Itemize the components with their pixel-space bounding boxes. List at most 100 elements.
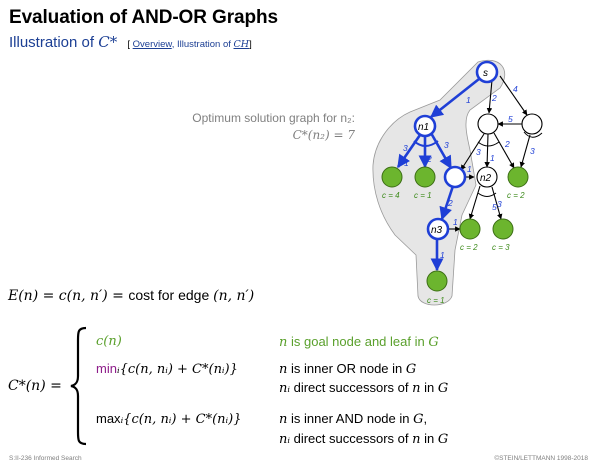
edge-label: 2 — [426, 154, 432, 164]
edge-label: 5 — [492, 202, 497, 212]
case1-cond-b: is goal node and leaf in — [287, 334, 429, 349]
leaf-cost-label: c = 3 — [492, 243, 510, 252]
crumb-open: [ — [127, 39, 133, 50]
leaf-cost-label: c = 1 — [414, 191, 432, 200]
footer-right: ©STEIN/LETTMANN 1998-2018 — [494, 455, 588, 462]
edge-label: 3 — [530, 146, 535, 156]
edge-label: 1 — [490, 153, 495, 163]
case3-cond1-c: G — [413, 412, 424, 427]
case1-condition: n is goal node and leaf in G — [279, 334, 439, 350]
edge-cost-text: cost for edge — [128, 287, 214, 303]
edge-s-and1 — [486, 79, 493, 114]
page-subtitle: Illustration of C* [ Overview, Illustrat… — [9, 33, 252, 51]
breadcrumb: [ Overview, Illustration of CH] — [127, 39, 251, 50]
cstar-lhs: C*(n) = — [8, 378, 62, 394]
node-label-n1: n1 — [418, 122, 429, 133]
crumb-close: ] — [249, 39, 252, 50]
node-n3 — [426, 217, 450, 241]
graph-caption-title: Optimum solution graph for n₂: — [192, 111, 355, 125]
node-label-s: s — [483, 68, 488, 79]
edge-cost-lhs: E(n) = c(n, n′) = — [8, 288, 129, 304]
edge-label: 3 — [444, 140, 449, 150]
leaf-c2a — [507, 166, 529, 188]
leaf-cost-label: c = 2 — [507, 191, 525, 200]
graph-caption-value: C*(n₂) = 7 — [292, 128, 355, 142]
edge-label: 2 — [447, 198, 453, 208]
leaf-c3 — [492, 218, 514, 240]
edge-and1-c2 — [493, 132, 515, 169]
edge-label: 4 — [513, 84, 518, 94]
case3-cond1-d: , — [423, 411, 428, 426]
case3-cond2-b: direct successors of — [290, 431, 413, 446]
node-or — [443, 165, 467, 189]
edge-label: 1 — [467, 164, 472, 174]
edge-and1-or — [460, 133, 485, 171]
ch-link[interactable]: CH — [233, 39, 250, 50]
leaf-c1a — [414, 166, 436, 188]
case3-cond1-b: is inner AND node in — [287, 411, 414, 426]
case2-fn: min — [96, 361, 117, 376]
case2-body: ᵢ{c(n, nᵢ) + C*(nᵢ)} — [116, 362, 238, 377]
case3-cond2-e: G — [437, 432, 449, 447]
edge-label: 1 — [453, 217, 458, 227]
edge-label: 3 — [476, 147, 481, 157]
edge-label: 1 — [466, 95, 471, 105]
node-and2 — [521, 113, 543, 135]
edge-n1-c4 — [396, 134, 422, 169]
edge-and2-c2 — [519, 134, 531, 168]
node-n1 — [413, 114, 437, 138]
node-n2 — [476, 166, 498, 188]
and-arc-n1 — [413, 140, 439, 147]
subtitle-prefix: Illustration of — [9, 34, 99, 51]
case3-cond1-a: n — [279, 412, 288, 427]
edge-or-n3 — [439, 185, 455, 221]
case2-expr: minᵢ{c(n, nᵢ) + C*(nᵢ)} — [96, 361, 238, 377]
node-label-n2: n2 — [480, 173, 492, 184]
overview-link[interactable]: Overview — [132, 39, 172, 50]
leaf-cost-label: c = 1 — [427, 296, 445, 305]
case1-cond-c: G — [428, 335, 439, 350]
case3-cond2-c: n — [412, 432, 421, 447]
edge-label: 2 — [504, 139, 510, 149]
case2-cond1-b: is inner OR node in — [287, 361, 406, 376]
crumb-sep: , Illustration of — [171, 39, 234, 50]
case2-cond2-e: G — [437, 381, 449, 396]
node-label-n3: n3 — [431, 225, 443, 236]
leaf-cost-label: c = 4 — [382, 191, 400, 200]
edge-s-and2 — [499, 75, 528, 116]
edge-label: 1 — [440, 250, 445, 260]
left-brace — [70, 326, 87, 446]
and-arc-1 — [477, 141, 500, 147]
leaf-c1b — [426, 270, 448, 292]
edge-and1-n2 — [484, 133, 490, 168]
node-and1 — [477, 113, 499, 135]
edge-label: 1 — [404, 158, 409, 168]
case3-body: ᵢ{c(n, nᵢ) + C*(nᵢ)} — [120, 412, 242, 427]
page-title: Evaluation of AND-OR Graphs — [9, 7, 278, 28]
case3-condition-2: nᵢ direct successors of n in G — [279, 431, 448, 447]
solution-region — [372, 59, 506, 306]
case3-cond2-a: nᵢ — [279, 432, 290, 447]
edge-cost-formula: E(n) = c(n, n′) = cost for edge (n, n′) — [8, 287, 254, 304]
case2-cond2-c: n — [412, 381, 421, 396]
case2-cond2-d: in — [420, 380, 438, 395]
case3-expr: maxᵢ{c(n, nᵢ) + C*(nᵢ)} — [96, 411, 242, 427]
case3-cond2-d: in — [420, 431, 438, 446]
node-s — [475, 60, 499, 84]
edge-cost-rhs: (n, n′) — [213, 288, 255, 304]
edge-label: 3 — [403, 143, 408, 153]
edge-n1-or — [429, 132, 453, 170]
leaf-c4 — [381, 166, 403, 188]
case1-expr: c(n) — [96, 334, 122, 349]
case2-cond1-c: G — [405, 362, 417, 377]
edge-label: 3 — [497, 199, 502, 209]
subtitle-math: C* — [98, 33, 118, 51]
case1-cond-a: n — [279, 335, 288, 350]
leaf-cost-label: c = 2 — [460, 243, 478, 252]
case3-condition-1: n is inner AND node in G, — [279, 411, 427, 427]
and-arc-2 — [523, 131, 543, 138]
case3-fn: max — [96, 411, 121, 426]
nodes — [381, 60, 543, 292]
and-arc-3 — [477, 192, 497, 197]
